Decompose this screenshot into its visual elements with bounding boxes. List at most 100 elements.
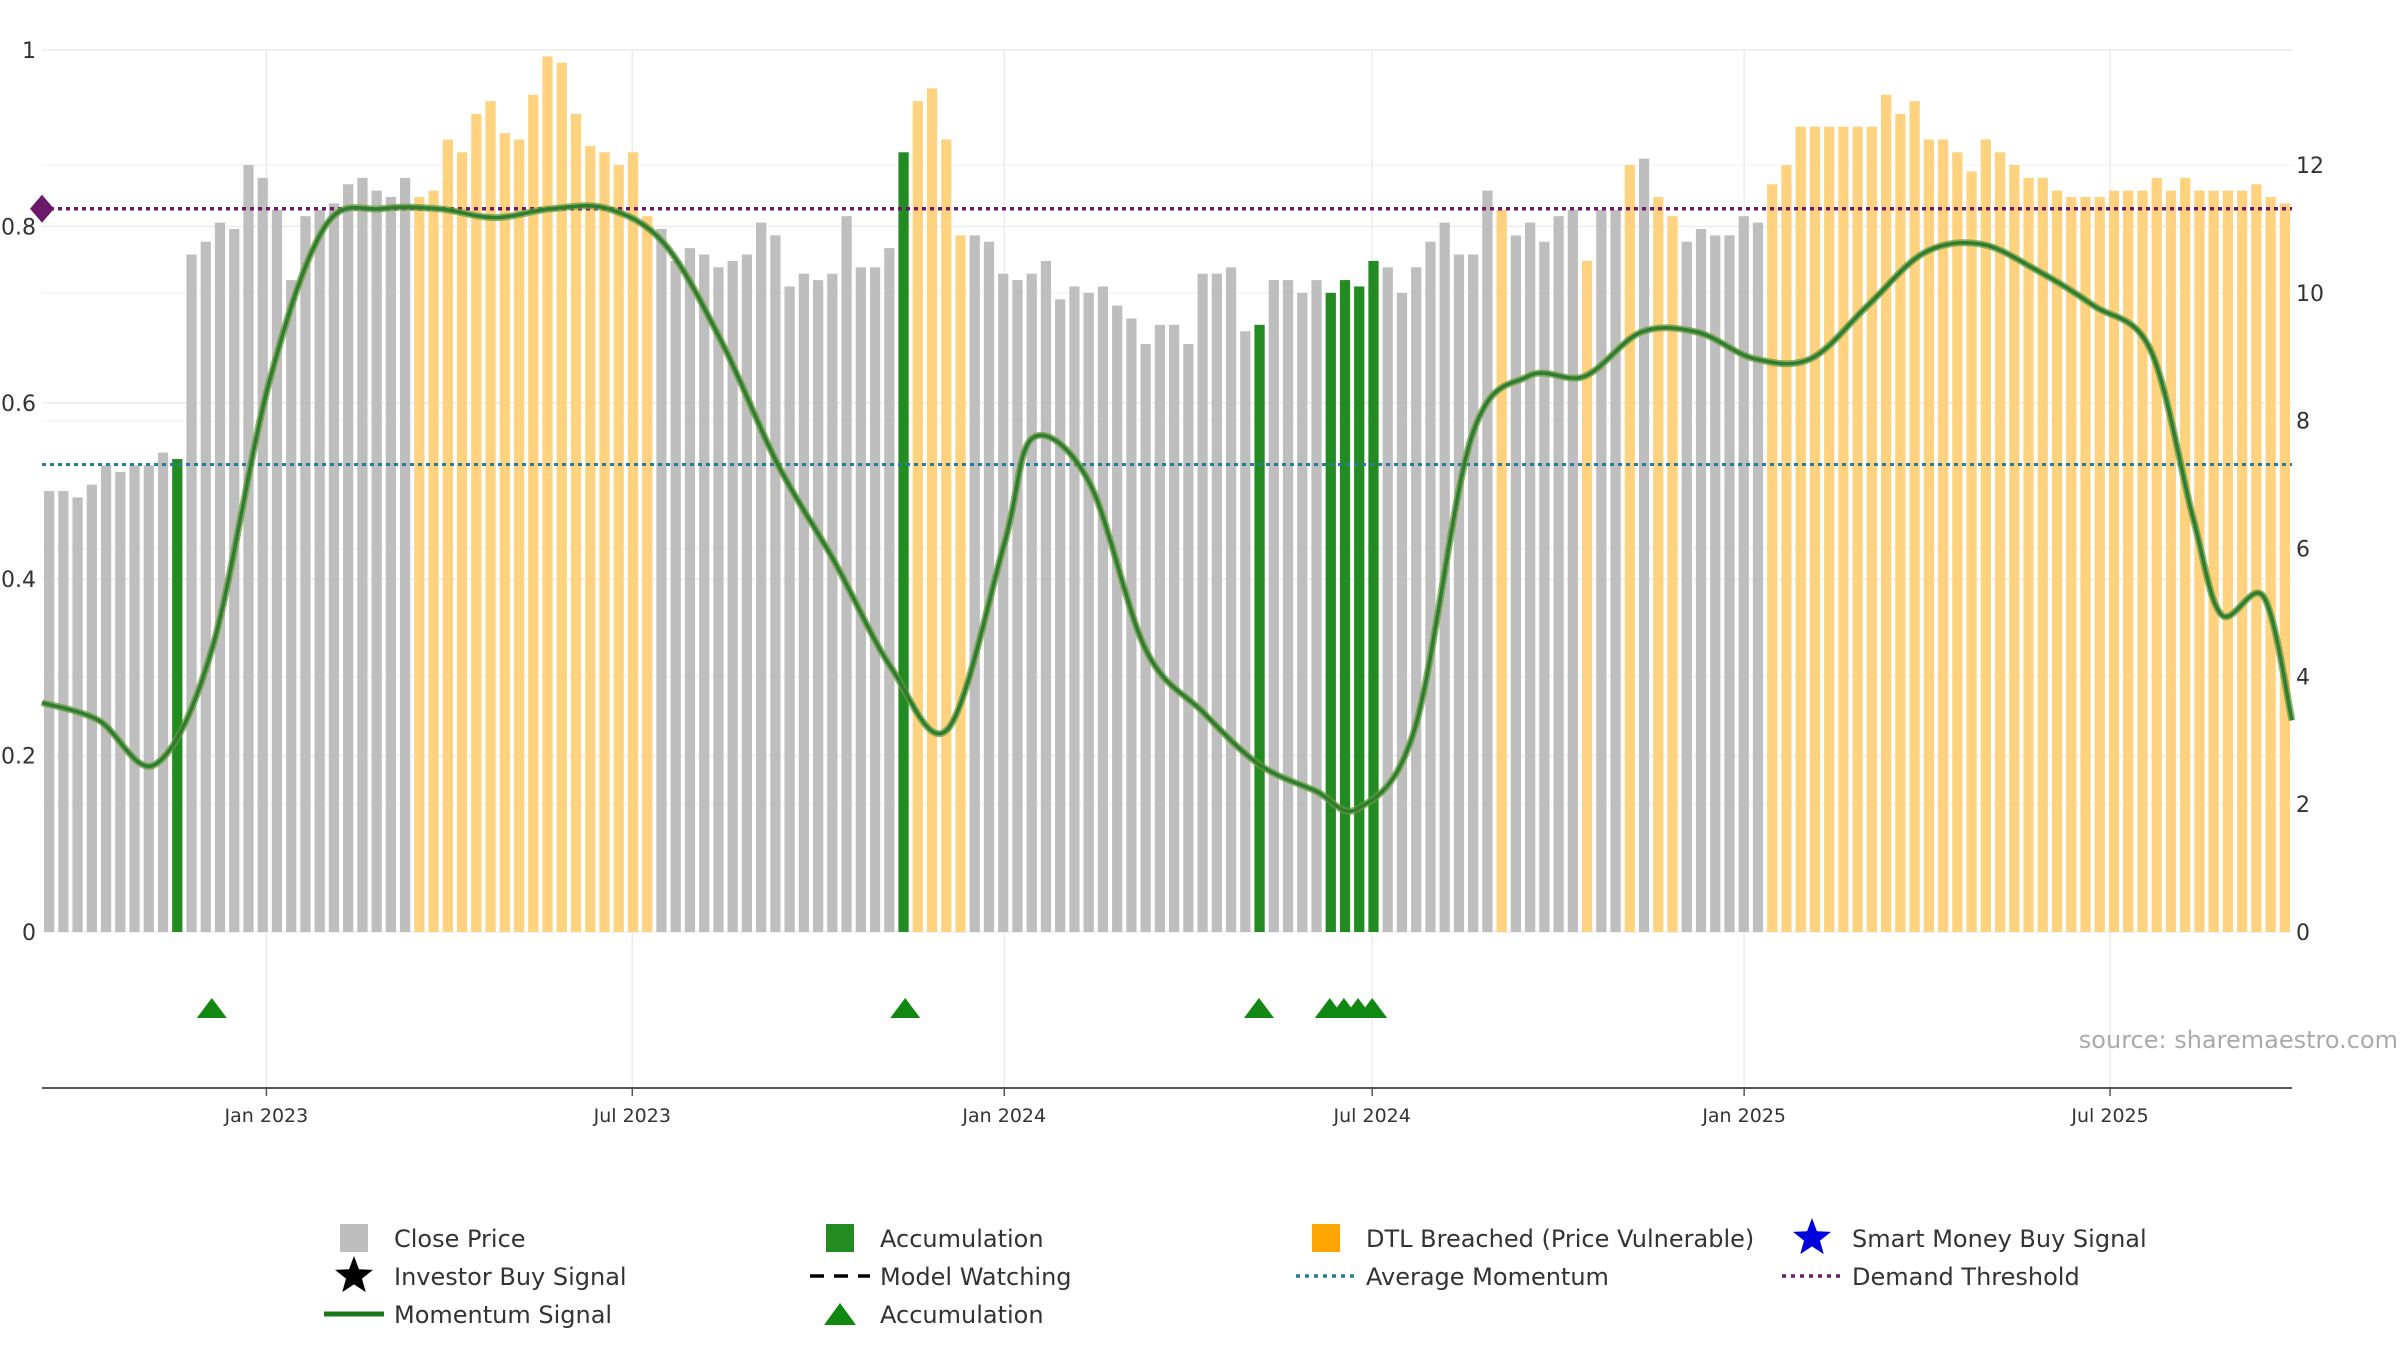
close-price-bar: [1539, 241, 1550, 932]
close-price-bar: [727, 260, 738, 932]
close-price-bar: [884, 248, 895, 932]
close-price-bar: [1225, 267, 1237, 933]
close-price-bar: [1610, 209, 1621, 933]
close-price-bar: [798, 273, 809, 932]
legend-label: Investor Buy Signal: [394, 1263, 627, 1291]
dtl-breached-bar: [499, 133, 510, 932]
close-price-bar: [1695, 228, 1707, 932]
dtl-breached-bar: [955, 235, 966, 932]
dtl-breached-bar: [414, 197, 425, 932]
dtl-breached-bar: [1653, 197, 1664, 932]
dtl-breached-bar: [1966, 171, 1977, 932]
dtl-breached-bar: [2222, 190, 2234, 932]
dtl-breached-bar: [2009, 165, 2020, 933]
close-price-bar: [229, 228, 240, 932]
dtl-breached-bar: [926, 88, 938, 932]
close-price-bar: [855, 267, 866, 933]
x-tick-label: Jan 2024: [961, 1105, 1046, 1127]
close-price-bar: [1211, 273, 1222, 932]
close-price-bar: [670, 260, 681, 932]
reference-lines: [30, 194, 2292, 467]
dtl-breached-bar: [1809, 126, 1821, 932]
dtl-breached-bar: [1667, 216, 1678, 932]
dtl-breached-bar: [1767, 184, 1778, 932]
close-price-bar: [1097, 286, 1109, 932]
dtl-breached-bar: [2080, 197, 2091, 932]
dtl-breached-bar: [2237, 190, 2248, 932]
close-price-bar: [1126, 318, 1137, 932]
dtl-breached-bar: [642, 216, 653, 932]
accumulation-bar: [1354, 286, 1365, 932]
dtl-breached-bar: [2066, 197, 2077, 932]
legend-label: Demand Threshold: [1852, 1263, 2080, 1291]
dtl-breached-bar: [2094, 197, 2105, 932]
close-price-bar: [1168, 324, 1180, 933]
close-price-bar: [1453, 254, 1465, 933]
close-price-bar: [1638, 158, 1650, 933]
dtl-breached-bar: [2023, 177, 2034, 933]
dtl-breached-bar: [442, 139, 453, 932]
legend-star-icon: [1792, 1218, 1832, 1255]
legend: Close Price Accumulation DTL Breached (Pri…: [324, 1218, 2147, 1329]
accumulation-markers: [196, 998, 1388, 1018]
dtl-breached-bar: [941, 139, 952, 932]
dtl-breached-bar: [2194, 190, 2205, 932]
close-price-bar: [286, 280, 297, 933]
axes: Jan 2023 Jul 2023 Jan 2024 Jul 2024 Jan 2025…: [1, 39, 2324, 1127]
close-price-bar: [784, 286, 795, 932]
accumulation-bar: [1325, 292, 1336, 932]
accumulation-bar: [1254, 324, 1265, 933]
accumulation-triangle: [1243, 998, 1274, 1018]
legend-triangle-icon: [824, 1303, 856, 1325]
y-left-tick-label: 1: [22, 39, 36, 64]
y-left-tick-label: 0.4: [1, 568, 36, 593]
dtl-breached-bar: [2137, 190, 2148, 932]
x-tick-label: Jan 2023: [224, 1105, 309, 1127]
close-price-bar: [129, 465, 140, 932]
demand-threshold-marker: [30, 194, 54, 223]
dtl-breached-bar: [627, 152, 639, 932]
y-right-tick-label: 0: [2296, 921, 2310, 946]
close-price-bar: [186, 254, 197, 933]
close-price-bar: [841, 216, 852, 932]
dtl-breached-bar: [1781, 165, 1792, 933]
dtl-breached-bar: [570, 113, 582, 933]
dtl-breached-bar: [1795, 126, 1806, 932]
close-price-bar: [741, 254, 753, 933]
accumulation-triangle: [196, 998, 227, 1018]
close-price-bar: [1297, 292, 1308, 932]
x-tick-label: Jul 2024: [1333, 1105, 1411, 1127]
close-price-bar: [257, 177, 268, 933]
close-price-bar: [86, 484, 97, 932]
dtl-breached-bar: [2108, 190, 2120, 932]
dtl-breached-bar: [556, 62, 567, 933]
close-price-bar: [357, 177, 368, 933]
close-price-bar: [143, 465, 154, 932]
legend-label: Accumulation: [880, 1225, 1044, 1253]
y-right-tick-label: 10: [2296, 282, 2324, 307]
dtl-breached-bar: [2279, 203, 2291, 933]
legend-star-icon: [334, 1256, 374, 1293]
dtl-breached-bar: [585, 145, 596, 932]
dtl-breached-bar: [1994, 152, 2006, 932]
legend-swatch: [1312, 1224, 1340, 1252]
close-price-bar: [1183, 344, 1194, 932]
dtl-breached-bar: [1624, 165, 1635, 933]
legend-label: Accumulation: [880, 1301, 1044, 1329]
y-left-tick-label: 0.2: [1, 745, 36, 770]
legend-label: Momentum Signal: [394, 1301, 612, 1329]
close-price-bar: [770, 235, 781, 932]
close-price-bar: [983, 241, 995, 932]
dtl-breached-bar: [1980, 139, 1991, 932]
dtl-breached-bar: [2123, 190, 2134, 932]
dtl-breached-bar: [1937, 139, 1949, 932]
legend-label: Smart Money Buy Signal: [1852, 1225, 2147, 1253]
close-price-bar: [1510, 235, 1522, 932]
close-price-bar: [43, 491, 55, 932]
legend-item: Average Momentum: [1296, 1263, 1609, 1291]
dtl-breached-bar: [485, 101, 496, 932]
close-price-bar: [812, 280, 824, 933]
close-price-bar: [1525, 222, 1536, 933]
dtl-breached-bar: [1852, 126, 1863, 932]
